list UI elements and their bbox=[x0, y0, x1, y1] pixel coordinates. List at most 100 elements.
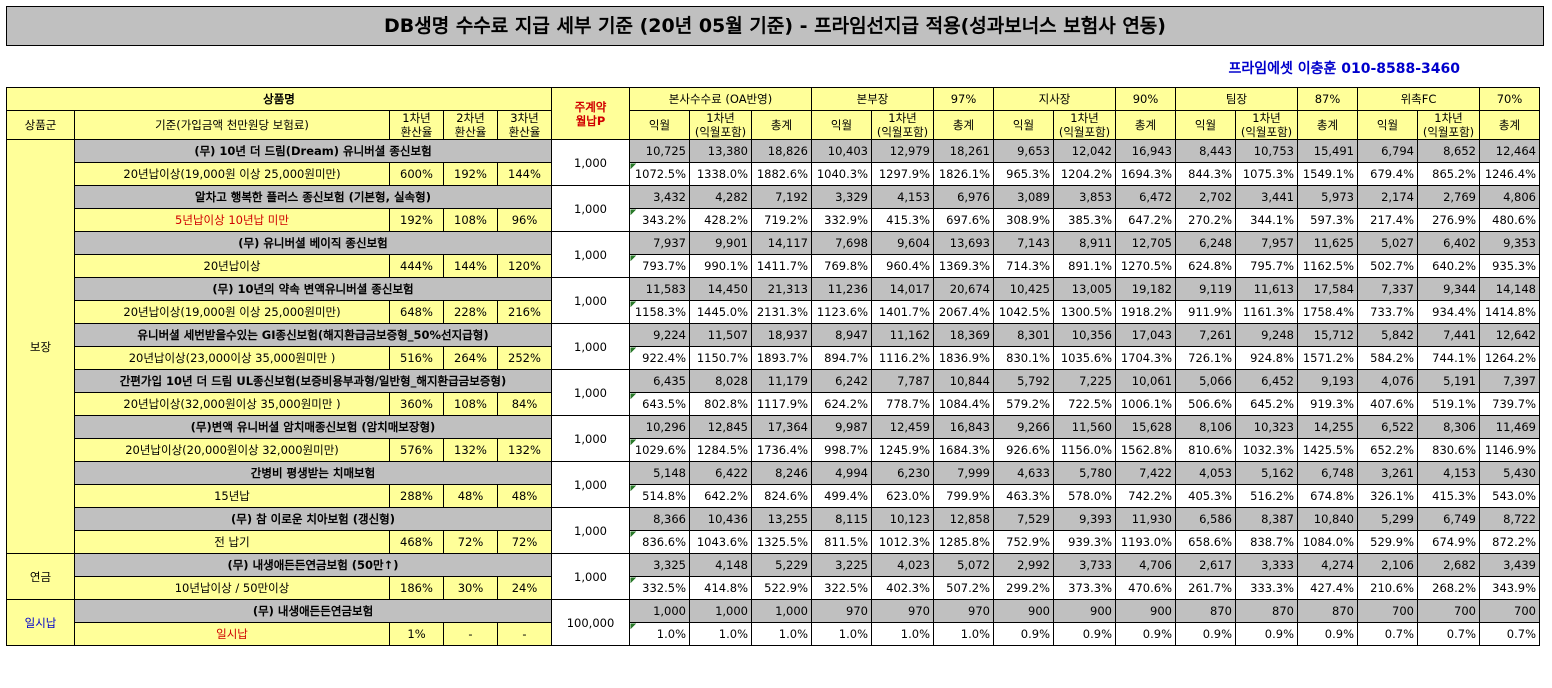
commission-amount: 4,153 bbox=[1417, 461, 1480, 485]
product-name: (무) 내생애든든연금보험 bbox=[74, 599, 552, 623]
commission-rate: 0.9% bbox=[1235, 622, 1298, 646]
rate3-header: 3차년 환산율 bbox=[497, 110, 552, 140]
commission-amount: 700 bbox=[1357, 599, 1418, 623]
premium-cell: 1,000 bbox=[551, 231, 630, 278]
commission-table: 상품명 주계약 월납P 본사수수료 (OA반영) 본부장 97% 지사장 90%… bbox=[6, 87, 1540, 646]
commission-amount: 9,248 bbox=[1235, 323, 1298, 347]
commission-amount: 12,979 bbox=[871, 139, 934, 163]
commission-rate: 624.8% bbox=[1175, 254, 1236, 278]
commission-amount: 5,973 bbox=[1297, 185, 1358, 209]
commission-amount: 970 bbox=[871, 599, 934, 623]
conversion-rate: 600% bbox=[389, 162, 444, 186]
commission-amount: 12,042 bbox=[1053, 139, 1116, 163]
commission-rate: 645.2% bbox=[1235, 392, 1298, 416]
column-header-month: 익월 bbox=[993, 110, 1054, 140]
commission-rate: 519.1% bbox=[1417, 392, 1480, 416]
commission-amount: 10,436 bbox=[689, 507, 752, 531]
table-row: 20년납이상(19,000원 이상 25,000원미만) 648% 228% 216%… bbox=[7, 300, 1540, 324]
commission-amount: 9,604 bbox=[871, 231, 934, 255]
commission-rate: 714.3% bbox=[993, 254, 1054, 278]
commission-rate: 0.7% bbox=[1357, 622, 1418, 646]
commission-rate: 1401.7% bbox=[871, 300, 934, 324]
jisa-header: 지사장 bbox=[993, 87, 1116, 111]
criteria-cell: 10년납이상 / 50만이상 bbox=[74, 576, 390, 600]
conversion-rate: 648% bbox=[389, 300, 444, 324]
commission-rate: 924.8% bbox=[1235, 346, 1298, 370]
product-name: (무) 10년 더 드림(Dream) 유니버셜 종신보험 bbox=[74, 139, 552, 163]
column-header-total: 총계 bbox=[1115, 110, 1176, 140]
commission-rate: 332.5% bbox=[629, 576, 690, 600]
criteria-cell: 20년납이상(19,000원 이상 25,000원미만) bbox=[74, 300, 390, 324]
commission-amount: 16,943 bbox=[1115, 139, 1176, 163]
commission-rate: 407.6% bbox=[1357, 392, 1418, 416]
contact-info: 프라임에셋 이충훈 010-8588-3460 bbox=[1228, 61, 1460, 77]
criteria-cell: 20년납이상(32,000원이상 35,000원미만 ) bbox=[74, 392, 390, 416]
commission-rate: 830.1% bbox=[993, 346, 1054, 370]
commission-amount: 5,229 bbox=[751, 553, 812, 577]
commission-rate: 811.5% bbox=[811, 530, 872, 554]
commission-rate: 1012.3% bbox=[871, 530, 934, 554]
column-header-year1: 1차년 (익월포함) bbox=[1417, 110, 1480, 140]
commission-amount: 7,337 bbox=[1357, 277, 1418, 301]
commission-amount: 8,246 bbox=[751, 461, 812, 485]
commission-rate: 210.6% bbox=[1357, 576, 1418, 600]
commission-rate: 1284.5% bbox=[689, 438, 752, 462]
commission-amount: 11,583 bbox=[629, 277, 690, 301]
commission-amount: 9,393 bbox=[1053, 507, 1116, 531]
commission-amount: 8,301 bbox=[993, 323, 1054, 347]
conversion-rate: 96% bbox=[497, 208, 552, 232]
commission-rate: 872.2% bbox=[1479, 530, 1540, 554]
commission-rate: 343.9% bbox=[1479, 576, 1540, 600]
commission-rate: 1297.9% bbox=[871, 162, 934, 186]
commission-rate: 1146.9% bbox=[1479, 438, 1540, 462]
rate2-header: 2차년 환산율 bbox=[443, 110, 498, 140]
commission-amount: 8,722 bbox=[1479, 507, 1540, 531]
commission-rate: 0.9% bbox=[1115, 622, 1176, 646]
premium-cell: 1,000 bbox=[551, 507, 630, 554]
commission-rate: 299.2% bbox=[993, 576, 1054, 600]
commission-rate: 935.3% bbox=[1479, 254, 1540, 278]
commission-rate: 1.0% bbox=[751, 622, 812, 646]
table-row: 20년납이상 444% 144% 120% 793.7% 990.1% 1411.7% 769… bbox=[7, 254, 1540, 278]
column-header-total: 총계 bbox=[751, 110, 812, 140]
commission-rate: 427.4% bbox=[1297, 576, 1358, 600]
commission-rate: 543.0% bbox=[1479, 484, 1540, 508]
commission-rate: 919.3% bbox=[1297, 392, 1358, 416]
commission-rate: 674.9% bbox=[1417, 530, 1480, 554]
commission-amount: 13,255 bbox=[751, 507, 812, 531]
commission-rate: 1162.5% bbox=[1297, 254, 1358, 278]
commission-amount: 6,586 bbox=[1175, 507, 1236, 531]
column-header-month: 익월 bbox=[629, 110, 690, 140]
commission-amount: 4,706 bbox=[1115, 553, 1176, 577]
conversion-rate: 360% bbox=[389, 392, 444, 416]
commission-amount: 11,236 bbox=[811, 277, 872, 301]
commission-rate: 1042.5% bbox=[993, 300, 1054, 324]
commission-rate: 922.4% bbox=[629, 346, 690, 370]
commission-rate: 844.3% bbox=[1175, 162, 1236, 186]
criteria-cell: 20년납이상(23,000이상 35,000원미만 ) bbox=[74, 346, 390, 370]
commission-rate: 0.9% bbox=[993, 622, 1054, 646]
commission-rate: 939.3% bbox=[1053, 530, 1116, 554]
table-row: 유니버셜 세번받을수있는 GI종신보험(해지환급금보증형_50%선지급형) 1,0… bbox=[7, 323, 1540, 370]
table-row: 간편가입 10년 더 드림 UL종신보험(보증비용부과형/일반형_해지환급금보증… bbox=[7, 369, 1540, 416]
commission-rate: 332.9% bbox=[811, 208, 872, 232]
commission-amount: 10,403 bbox=[811, 139, 872, 163]
table-row: 보장 (무) 10년 더 드림(Dream) 유니버셜 종신보험 1,000 10,7… bbox=[6, 139, 1540, 554]
commission-amount: 17,364 bbox=[751, 415, 812, 439]
commission-rate: 0.7% bbox=[1417, 622, 1480, 646]
commission-rate: 726.1% bbox=[1175, 346, 1236, 370]
commission-amount: 2,682 bbox=[1417, 553, 1480, 577]
criteria-header: 기준(가입금액 천만원당 보험료) bbox=[74, 110, 390, 140]
commission-rate: 1270.5% bbox=[1115, 254, 1176, 278]
commission-amount: 5,780 bbox=[1053, 461, 1116, 485]
criteria-cell: 20년납이상 bbox=[74, 254, 390, 278]
commission-amount: 14,450 bbox=[689, 277, 752, 301]
commission-amount: 6,976 bbox=[933, 185, 994, 209]
commission-rate: 769.8% bbox=[811, 254, 872, 278]
commission-rate: 778.7% bbox=[871, 392, 934, 416]
commission-rate: 516.2% bbox=[1235, 484, 1298, 508]
commission-amount: 2,702 bbox=[1175, 185, 1236, 209]
commission-rate: 719.2% bbox=[751, 208, 812, 232]
conversion-rate: 108% bbox=[443, 392, 498, 416]
commission-rate: 1245.9% bbox=[871, 438, 934, 462]
